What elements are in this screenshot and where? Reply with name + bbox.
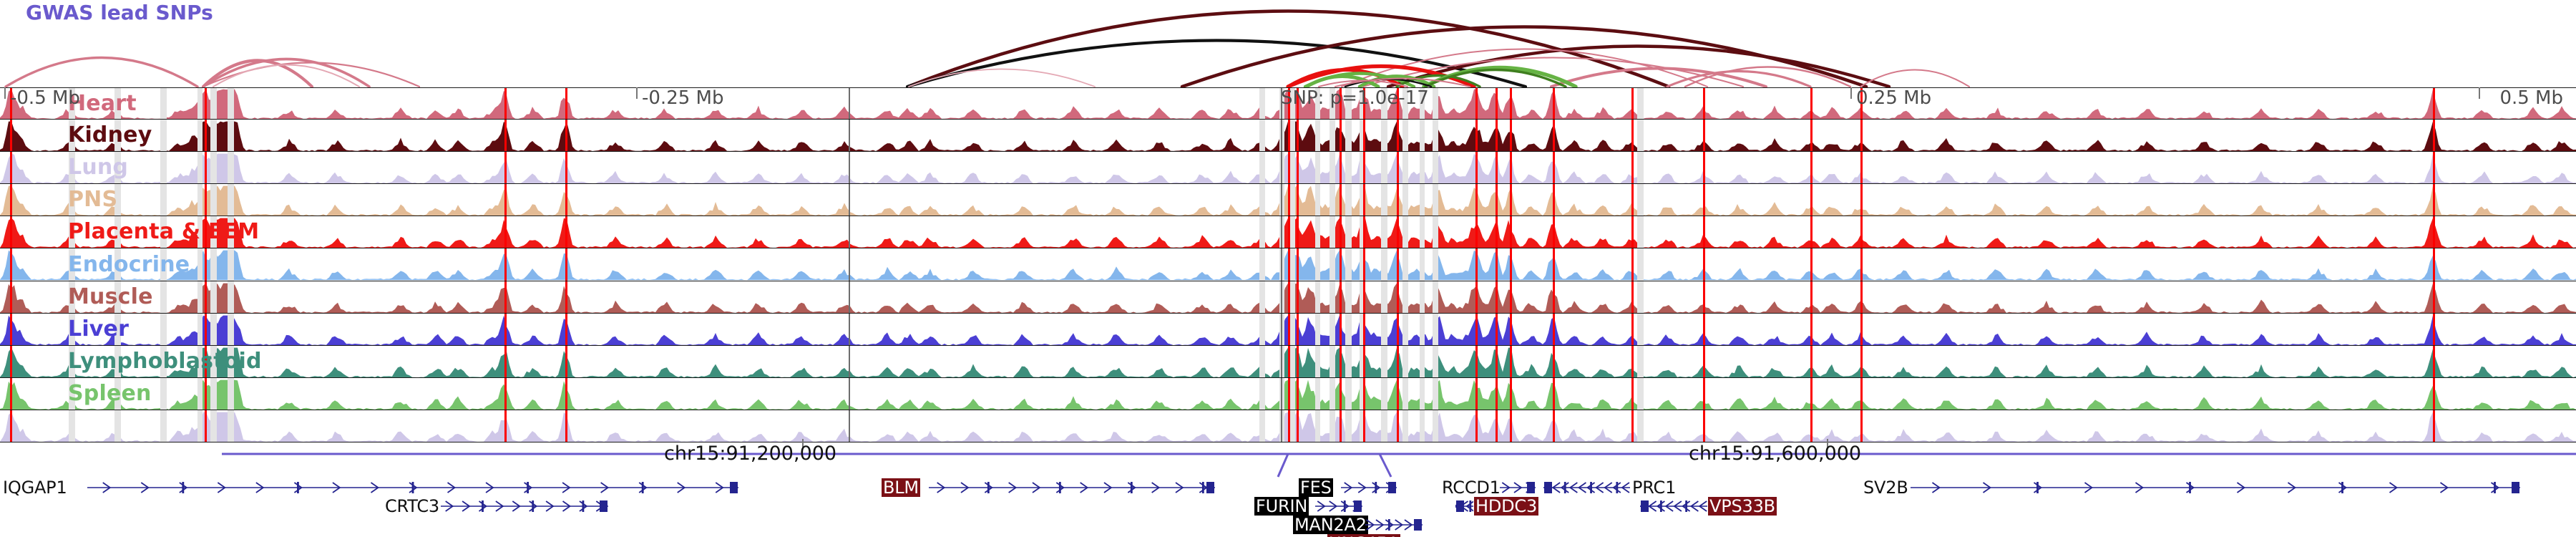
gene-row: UNC45A (0, 534, 2576, 537)
gene-model (441, 500, 608, 512)
gene-model (1397, 534, 1467, 537)
gene-model (1543, 482, 1630, 493)
gene-body-sv2b[interactable] (1911, 478, 2520, 497)
coordinate-tick (1827, 439, 1828, 448)
gene-body-hddc3[interactable] (1455, 497, 1473, 516)
gene-model (1455, 500, 1473, 512)
gene-label-blm[interactable]: BLM (882, 478, 920, 498)
gene-model (1911, 482, 2520, 493)
gene-model (1315, 500, 1362, 512)
gene-row: MAN2A2 (0, 516, 2576, 534)
chromatin-loop-arc-panel (0, 0, 2576, 87)
gene-label-prc1[interactable]: PRC1 (1632, 478, 1677, 498)
gene-model (929, 482, 1215, 493)
signal-histogram (0, 347, 2576, 377)
track-endocrine[interactable]: Endocrine (0, 248, 2576, 281)
arc-svg (4, 9, 1970, 87)
track-lung[interactable]: Lung (0, 152, 2576, 185)
gene-body-iqgap1[interactable] (87, 478, 738, 497)
gene-label-furin[interactable]: FURIN (1254, 496, 1309, 516)
gene-body-crtc3[interactable] (441, 497, 608, 516)
gene-model (1640, 500, 1707, 512)
track-lymphoblastoid[interactable]: Lymphoblastoid (0, 345, 2576, 378)
track-liver[interactable]: Liver (0, 313, 2576, 346)
gene-label-hddc3[interactable]: HDDC3 (1474, 496, 1539, 516)
gene-body-unc45a[interactable] (1397, 534, 1467, 537)
track-heart[interactable]: Heart (0, 87, 2576, 120)
gene-body-man2a2[interactable] (1365, 516, 1423, 534)
gene-label-crtc3[interactable]: CRTC3 (385, 496, 439, 516)
track-kidney[interactable]: Kidney (0, 120, 2576, 153)
gene-label-rccd1[interactable]: RCCD1 (1442, 478, 1501, 498)
gene-model (87, 482, 738, 493)
coordinate-tick (802, 439, 804, 448)
gene-label-iqgap1[interactable]: IQGAP1 (3, 478, 67, 498)
signal-histogram (0, 315, 2576, 345)
gene-model (1365, 519, 1423, 531)
gene-body-blm[interactable] (929, 478, 1215, 497)
track-muscle[interactable]: Muscle (0, 281, 2576, 314)
gene-model (1341, 482, 1397, 493)
gwas-lead-snps-label: GWAS lead SNPs (26, 1, 213, 24)
coordinate-label-row: chr15:91,200,000 chr15:91,600,000 (0, 439, 2576, 470)
gene-annotation-track: IQGAP1 BLM FES RCCD1 PRC1 SV2B CRTC3 FURIN HDDC3… (0, 478, 2576, 537)
gene-model (1500, 482, 1536, 493)
signal-histogram (0, 412, 2576, 442)
signal-histogram (0, 89, 2576, 120)
signal-histogram (0, 379, 2576, 410)
gene-label-vps33b[interactable]: VPS33B (1708, 496, 1777, 516)
gene-body-rccd1[interactable] (1500, 478, 1536, 497)
signal-histogram (0, 153, 2576, 184)
gene-row: CRTC3 FURIN HDDC3 VPS33B (0, 497, 2576, 516)
track-spleen[interactable]: Spleen (0, 377, 2576, 410)
signal-track-stack: Heart Kidney Lung PNS Placenta & EEM Endocrin… (0, 87, 2576, 443)
gene-row: IQGAP1 BLM FES RCCD1 PRC1 SV2B (0, 478, 2576, 497)
coordinate-label: chr15:91,200,000 (664, 442, 837, 465)
coordinate-label: chr15:91,600,000 (1689, 442, 1862, 465)
signal-histogram (0, 121, 2576, 152)
signal-histogram (0, 218, 2576, 248)
track-placenta-eem[interactable]: Placenta & EEM (0, 216, 2576, 249)
signal-histogram (0, 185, 2576, 216)
gene-body-furin[interactable] (1315, 497, 1362, 516)
gene-body-vps33b[interactable] (1640, 497, 1707, 516)
signal-histogram (0, 251, 2576, 281)
gene-body-prc1[interactable] (1543, 478, 1630, 497)
signal-histogram (0, 283, 2576, 313)
track-pns[interactable]: PNS (0, 184, 2576, 217)
gene-label-fes[interactable]: FES (1299, 478, 1333, 498)
gene-label-sv2b[interactable]: SV2B (1863, 478, 1908, 498)
gene-label-unc45a[interactable]: UNC45A (1327, 534, 1401, 537)
gene-body-fes[interactable] (1341, 478, 1397, 497)
gene-label-man2a2[interactable]: MAN2A2 (1293, 515, 1368, 535)
track-extra[interactable] (0, 410, 2576, 443)
